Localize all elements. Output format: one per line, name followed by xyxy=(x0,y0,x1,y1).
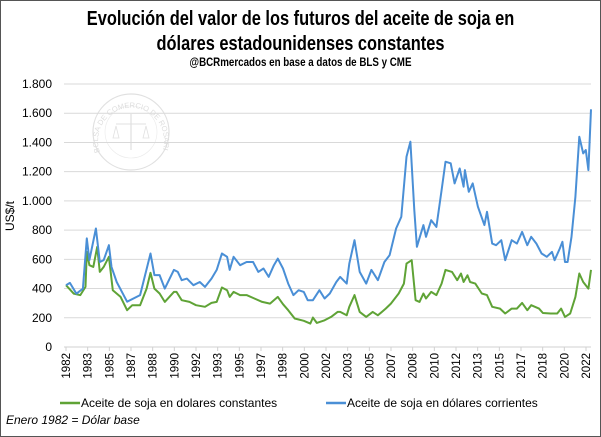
x-tick-label: 2012 xyxy=(451,353,463,379)
x-tick-label: 1998 xyxy=(278,353,290,379)
x-tick-label: 1988 xyxy=(148,353,160,379)
chart-title-line-2: dólares estadounidenses constantes xyxy=(156,33,445,55)
x-tick-label: 2002 xyxy=(321,353,333,379)
chart-subtitle: @BCRmercados en base a datos de BLS y CM… xyxy=(189,57,412,69)
y-tick-label: 200 xyxy=(32,311,52,325)
x-tick-label: 2005 xyxy=(364,353,376,379)
x-tick-label: 2017 xyxy=(516,353,528,379)
x-tick-label: 2015 xyxy=(494,353,506,379)
x-tick-label: 1993 xyxy=(213,353,225,379)
y-axis-label: US$/t xyxy=(3,200,17,231)
y-tick-label: 800 xyxy=(32,223,52,237)
legend: Aceite de soja en dolares constantes Ace… xyxy=(60,396,538,410)
x-tick-label: 2022 xyxy=(581,353,593,379)
x-tick-label: 2008 xyxy=(408,353,420,379)
x-tick-label: 2003 xyxy=(343,353,355,379)
x-tick-label: 2000 xyxy=(299,353,311,379)
y-tick-label: 1.000 xyxy=(22,194,52,208)
y-tick-label: 1.200 xyxy=(22,165,52,179)
x-tick-label: 2007 xyxy=(386,353,398,379)
x-tick-label: 1992 xyxy=(191,353,203,379)
y-tick-label: 400 xyxy=(32,282,52,296)
chart-title-line-1: Evolución del valor de los futuros del a… xyxy=(86,8,515,30)
x-tick-label: 2018 xyxy=(538,353,550,379)
legend-label-corrientes: Aceite de soja en dólares corrientes xyxy=(347,396,538,410)
x-tick-label: 1995 xyxy=(234,353,246,379)
x-tick-label: 2010 xyxy=(429,353,441,379)
x-tick-label: 1997 xyxy=(256,353,268,379)
y-tick-label: 1.600 xyxy=(22,106,52,120)
series-line-constantes xyxy=(65,245,592,325)
series-line-corrientes xyxy=(65,109,592,303)
x-tick-label: 2020 xyxy=(559,353,571,379)
footnote: Enero 1982 = Dólar base xyxy=(6,413,140,427)
x-tick-label: 1987 xyxy=(126,353,138,379)
y-tick-label: 600 xyxy=(32,252,52,266)
y-tick-label: 1.400 xyxy=(22,135,52,149)
x-tick-label: 2013 xyxy=(473,353,485,379)
y-tick-label: 1.800 xyxy=(22,77,52,91)
x-tick-label: 1985 xyxy=(104,353,116,379)
x-tick-label: 1983 xyxy=(83,353,95,379)
x-tick-label: 1990 xyxy=(169,353,181,379)
x-tick-label: 1982 xyxy=(61,353,73,379)
y-tick-label: 0 xyxy=(45,340,52,354)
legend-label-constantes: Aceite de soja en dolares constantes xyxy=(81,396,277,410)
